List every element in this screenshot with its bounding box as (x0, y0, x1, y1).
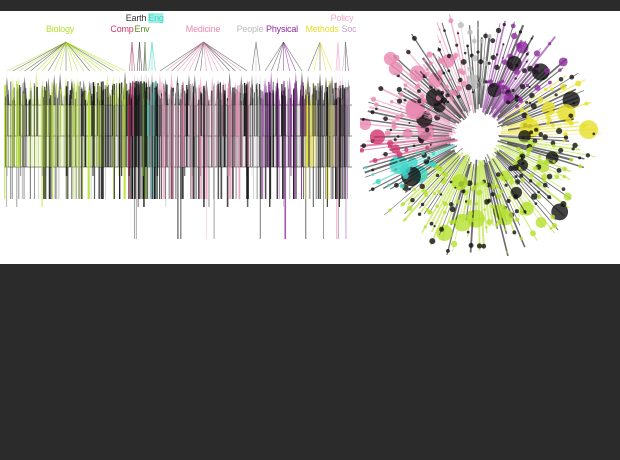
radial-sector-methods (496, 72, 602, 143)
category-label-earth: Earth (125, 13, 147, 23)
category-label-env: Env (134, 24, 150, 34)
dendrogram-group-soc (341, 41, 351, 239)
radial-dendrogram (360, 14, 602, 257)
dendrogram-group-policy (334, 41, 342, 239)
category-label-policy: Policy (330, 13, 354, 23)
category-label-biology: Biology (45, 24, 75, 34)
category-label-physical: Physical (266, 24, 298, 34)
dendrogram-group-comp (127, 41, 137, 239)
dendrogram-group-earth (135, 41, 144, 239)
hierarchical-dendrogram (4, 41, 352, 239)
radial-sector-physical (482, 20, 568, 122)
radial-sector-eng (362, 143, 458, 192)
dendrogram-group-physical (261, 41, 306, 239)
category-label-medicine: Medicine (185, 24, 221, 34)
radial-sector-medicine (360, 14, 475, 141)
category-label-soc: Soc (341, 24, 357, 34)
dendrogram-group-eng (147, 41, 158, 199)
figure-panel: Biology Comp Earth Env Eng Medicine People Phys… (0, 11, 620, 264)
dendrogram-group-people (250, 41, 263, 239)
category-label-people: People (236, 24, 264, 34)
radial-sector-people (457, 19, 496, 113)
dendrogram-group-env (142, 41, 148, 207)
dendrogram-group-medicine (156, 41, 250, 239)
category-label-eng: Eng (148, 13, 164, 23)
category-label-methods: Methods (305, 24, 339, 34)
dendrogram-group-methods (305, 41, 335, 239)
radial-sector-biology (384, 137, 596, 257)
dendrogram-group-biology (4, 41, 128, 207)
category-label-comp: Comp (110, 24, 134, 34)
